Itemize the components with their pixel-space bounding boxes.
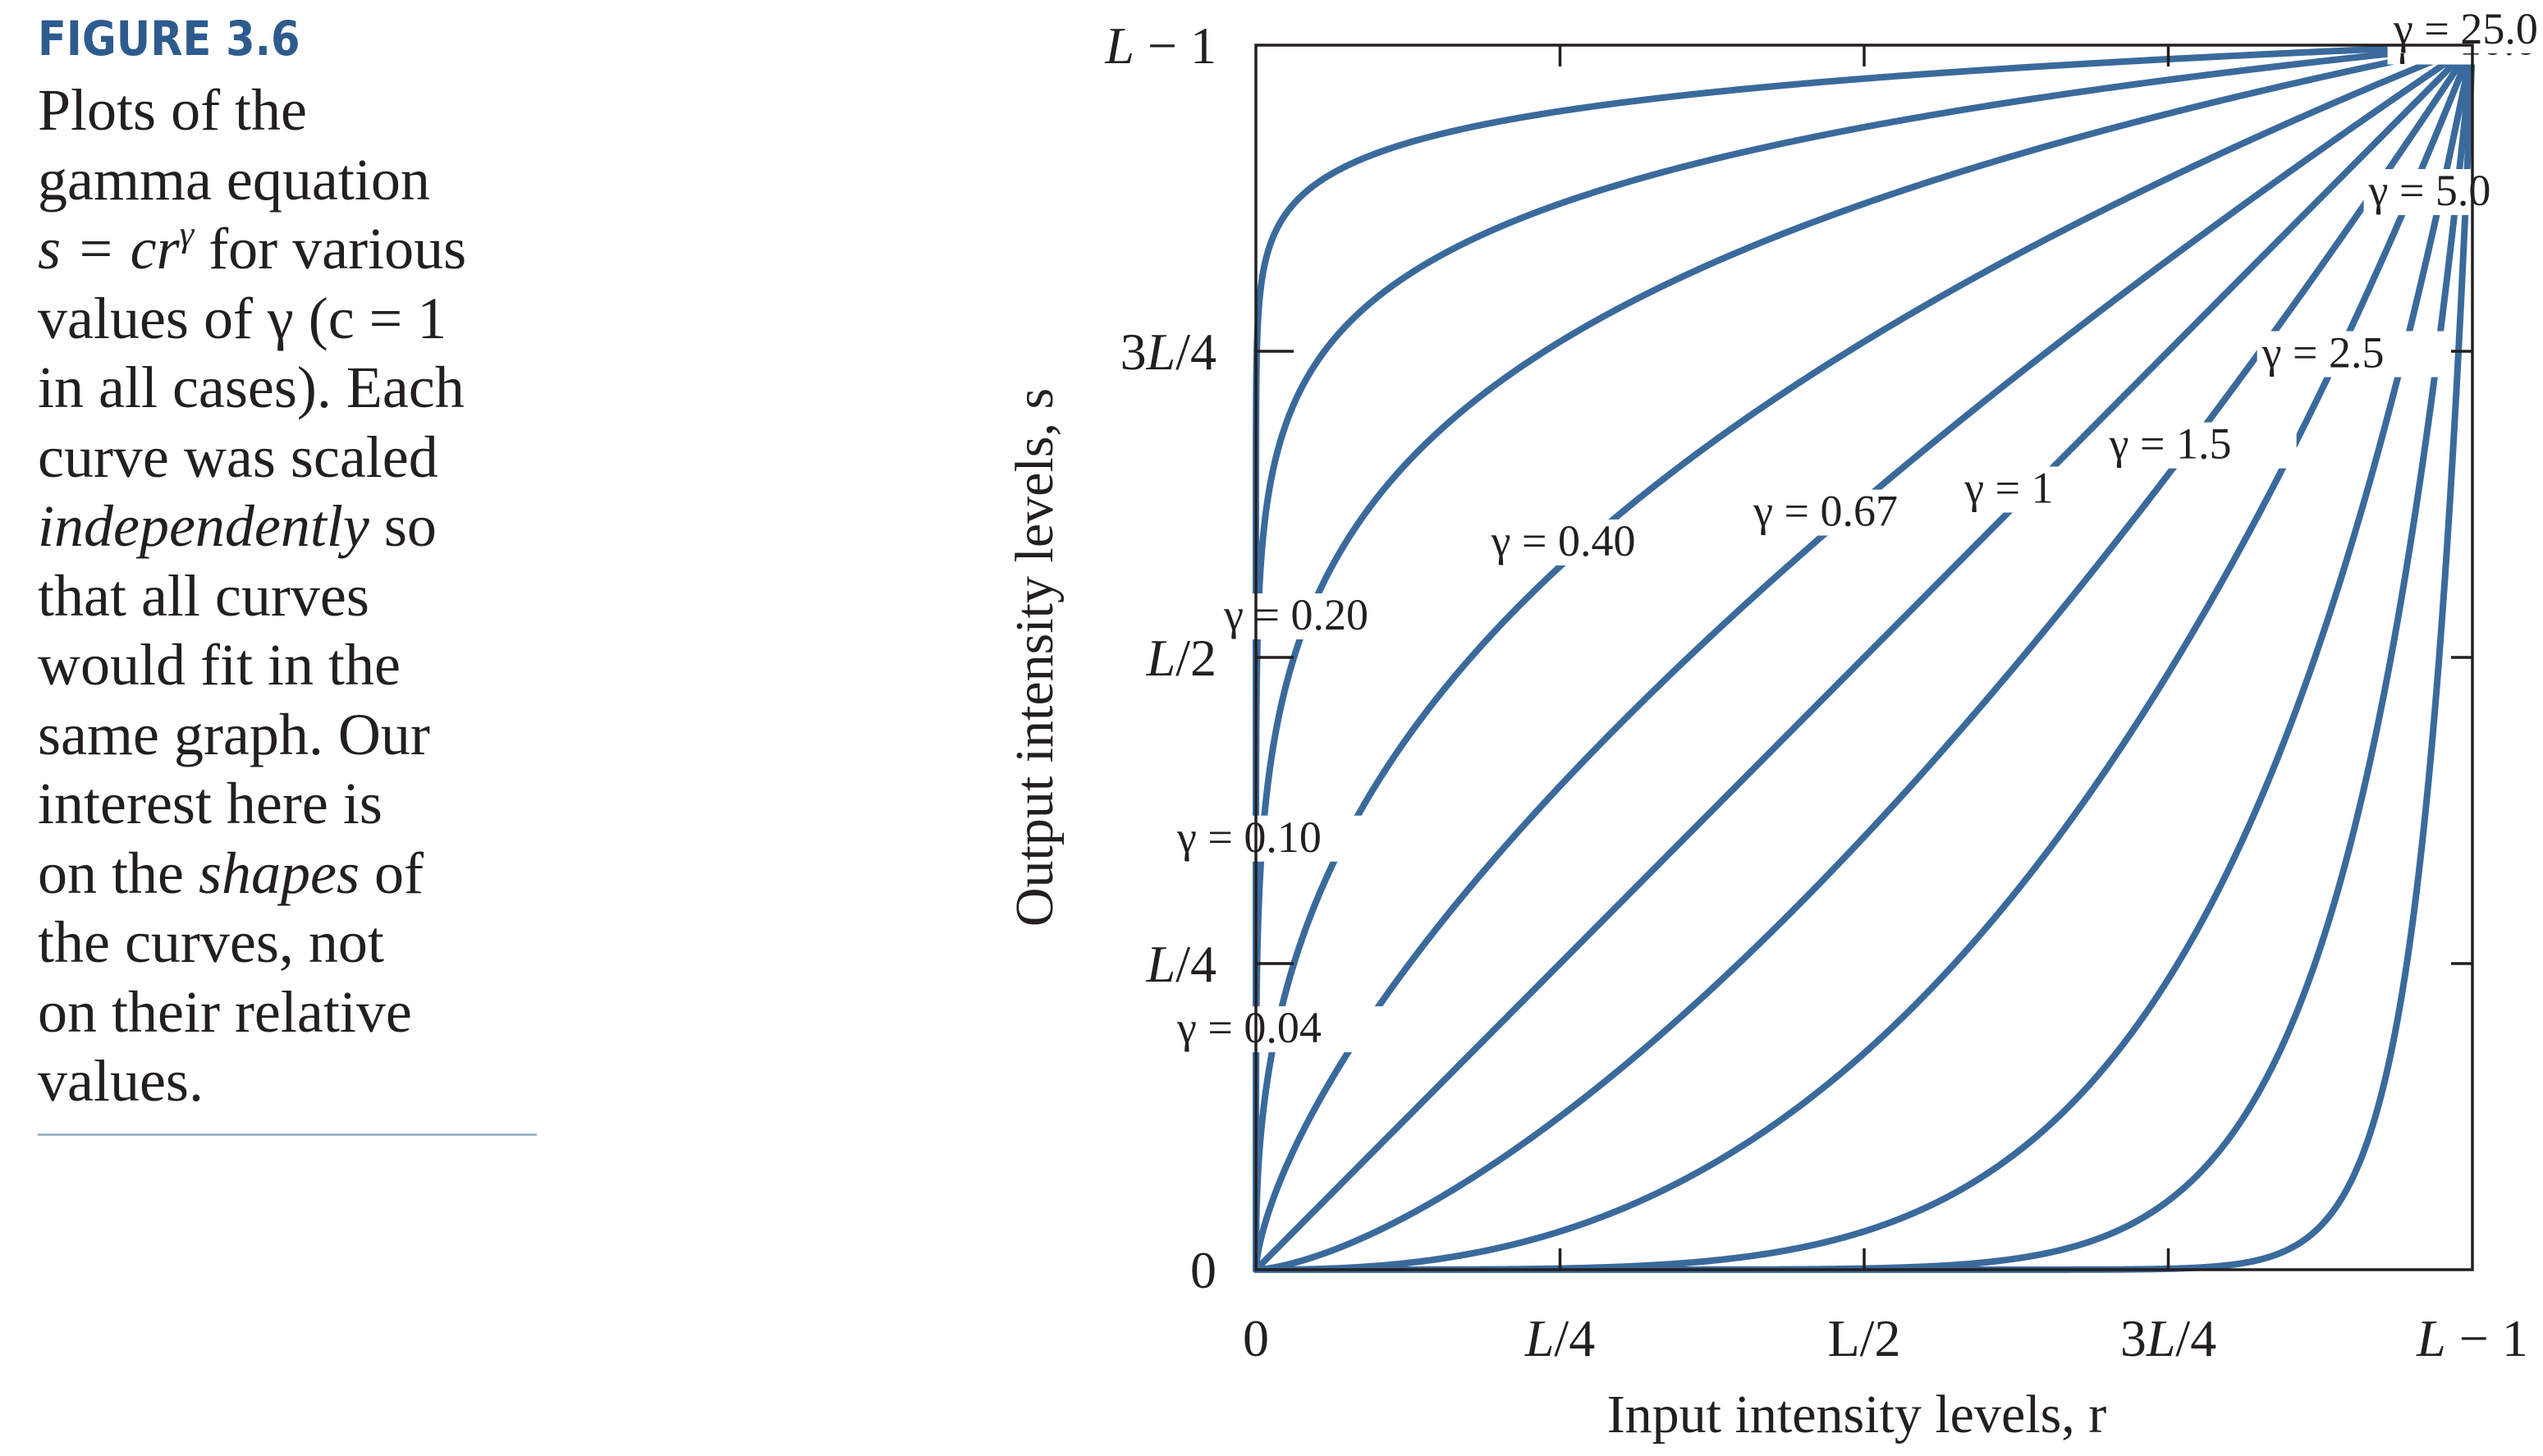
y-tick-label: L − 1 [1104, 16, 1217, 75]
curve-label-mask [1748, 489, 1959, 536]
caption-line: independently so [38, 493, 437, 559]
x-tick-label: L − 1 [2416, 1309, 2528, 1367]
x-tick-label: 3L/4 [2120, 1309, 2216, 1367]
curve-label-mask [1172, 815, 1383, 862]
y-tick-label: L/2 [1146, 629, 1217, 687]
caption-emphasis: shapes [198, 840, 360, 906]
curves-group [1253, 42, 2476, 1273]
caption-line: the curves, not [38, 909, 384, 975]
y-axis-label: Output intensity levels, s [1005, 388, 1065, 927]
caption-line: s = crγ for various [38, 213, 467, 282]
figure-caption: FIGURE 3.6 Plots of the gamma equation s… [38, 15, 563, 1116]
caption-line: values. [38, 1048, 204, 1114]
curve-label: γ = 0.40 [1491, 516, 1636, 565]
gamma-curve-line [1253, 42, 2476, 1273]
caption-line: same graph. Our [38, 701, 430, 767]
curve-label-mask [1486, 519, 1697, 565]
y-tick-label: L/4 [1146, 935, 1217, 993]
caption-line: values of γ (c = 1 [38, 285, 447, 351]
x-axis-label: Input intensity levels, r [1607, 1385, 2107, 1445]
caption-line: gamma equation [38, 146, 430, 213]
caption-equation: s = cr [38, 216, 180, 282]
y-tick-label: 3L/4 [1120, 323, 1217, 381]
y-tick-label: 0 [1190, 1241, 1217, 1299]
x-tick-label: L/2 [1828, 1309, 1901, 1367]
caption-line: in all cases). Each [38, 355, 465, 420]
curve-label: γ = 0.20 [1223, 590, 1368, 639]
gamma-curve-line [1253, 42, 2476, 1273]
caption-line: on the shapes of [38, 840, 424, 906]
figure-label: FIGURE 3.6 [38, 11, 300, 66]
curve-label-mask [1959, 466, 2116, 513]
curve-label: γ = 2.5 [2261, 328, 2385, 378]
curve-label: γ = 0.04 [1176, 1003, 1322, 1052]
caption-line: on their relative [38, 978, 412, 1045]
x-tick-label: 0 [1243, 1309, 1269, 1367]
caption-divider [38, 1133, 537, 1136]
curve-labels-group: γ = 0.04 γ = 0.10 γ = 0.20 γ = 0.40 γ = 0.67… [1172, 4, 2543, 1053]
curve-label: γ = 0.10 [1176, 813, 1322, 862]
gamma-curve-line [1253, 42, 2476, 1273]
gamma-curve-line [1253, 42, 2476, 1273]
curve-label: γ = 0.67 [1753, 487, 1898, 536]
caption-line: that all curves [38, 562, 369, 629]
caption-line: would fit in the [38, 632, 401, 698]
caption-line: curve was scaled [38, 424, 438, 490]
x-tick-label: L/4 [1524, 1309, 1595, 1367]
curve-label-mask [1219, 593, 1430, 640]
caption-text: Plots of the gamma equation s = crγ for … [38, 76, 563, 1116]
caption-line: Plots of the [38, 77, 308, 143]
tick-labels-group: 0 L/4 L/2 3L/4 L − 1 0 L/4 L/2 3L/4 L − 1 [1104, 16, 2528, 1367]
gamma-curve-line [1253, 42, 2476, 1273]
caption-gamma-exponent: γ [179, 213, 195, 254]
curve-label: γ = 1.5 [2109, 419, 2232, 469]
caption-emphasis: independently [38, 493, 369, 559]
curve-label-mask [2363, 169, 2543, 216]
curve-label-mask [1172, 1006, 1382, 1053]
gamma-curve-line [1253, 42, 2476, 1273]
curve-label: γ = 5.0 [2368, 166, 2491, 215]
curve-label-mask [2104, 422, 2297, 469]
curve-label-mask [2257, 331, 2449, 378]
caption-line: interest here is [38, 771, 383, 836]
ticks-group [1256, 45, 2472, 1270]
curve-label: γ = 1 [1963, 464, 2053, 513]
